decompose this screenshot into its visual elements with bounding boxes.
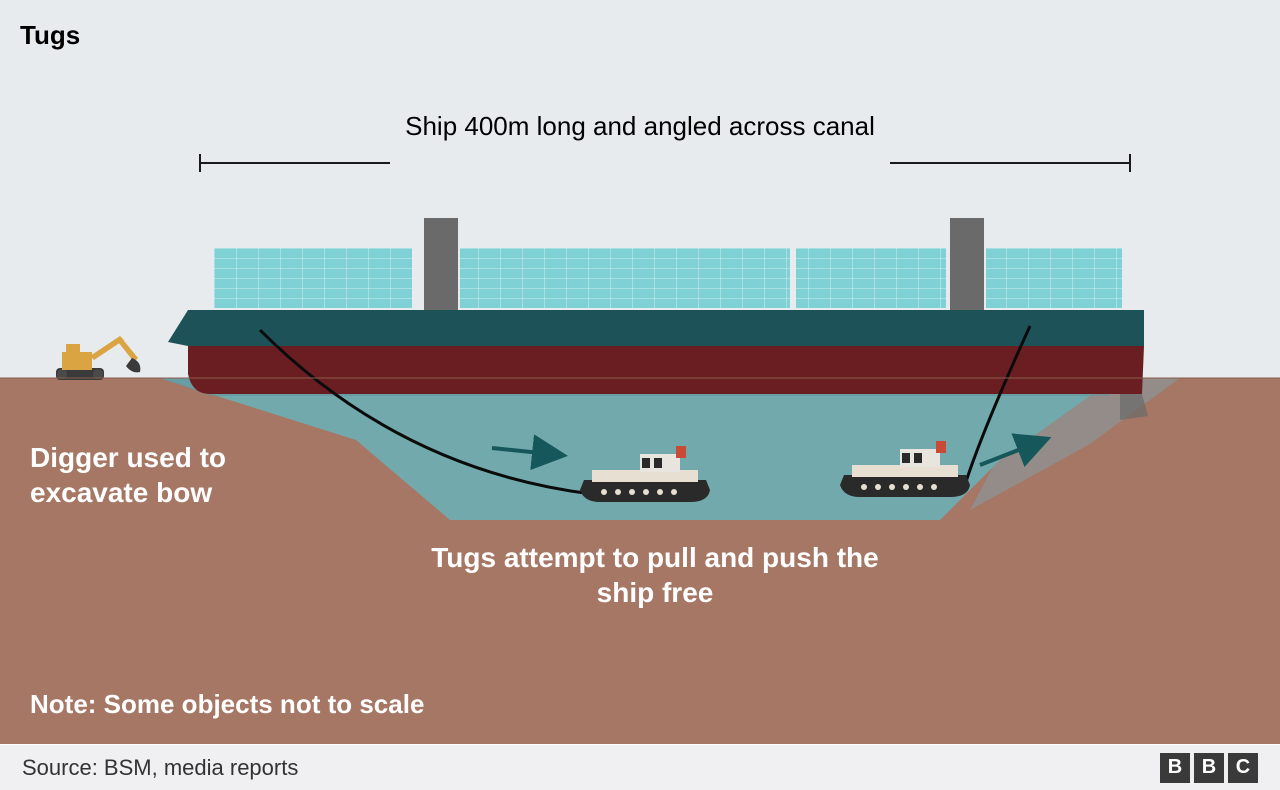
label-digger: Digger used to excavate bow [30, 440, 290, 510]
hull-red [188, 346, 1144, 394]
hull-top [168, 310, 1144, 346]
infographic-stage: Tugs Ship 400m long and angled across ca… [0, 0, 1280, 790]
bbc-logo: B B C [1160, 753, 1258, 783]
title: Tugs [20, 20, 80, 51]
note-scale: Note: Some objects not to scale [30, 689, 424, 720]
label-tugs: Tugs attempt to pull and push the ship f… [420, 540, 890, 610]
label-ship-length: Ship 400m long and angled across canal [400, 110, 880, 143]
bbc-letter-1: B [1160, 753, 1190, 783]
source-text: Source: BSM, media reports [22, 755, 298, 781]
bbc-letter-2: B [1194, 753, 1224, 783]
bbc-letter-3: C [1228, 753, 1258, 783]
footer: Source: BSM, media reports B B C [0, 744, 1280, 790]
